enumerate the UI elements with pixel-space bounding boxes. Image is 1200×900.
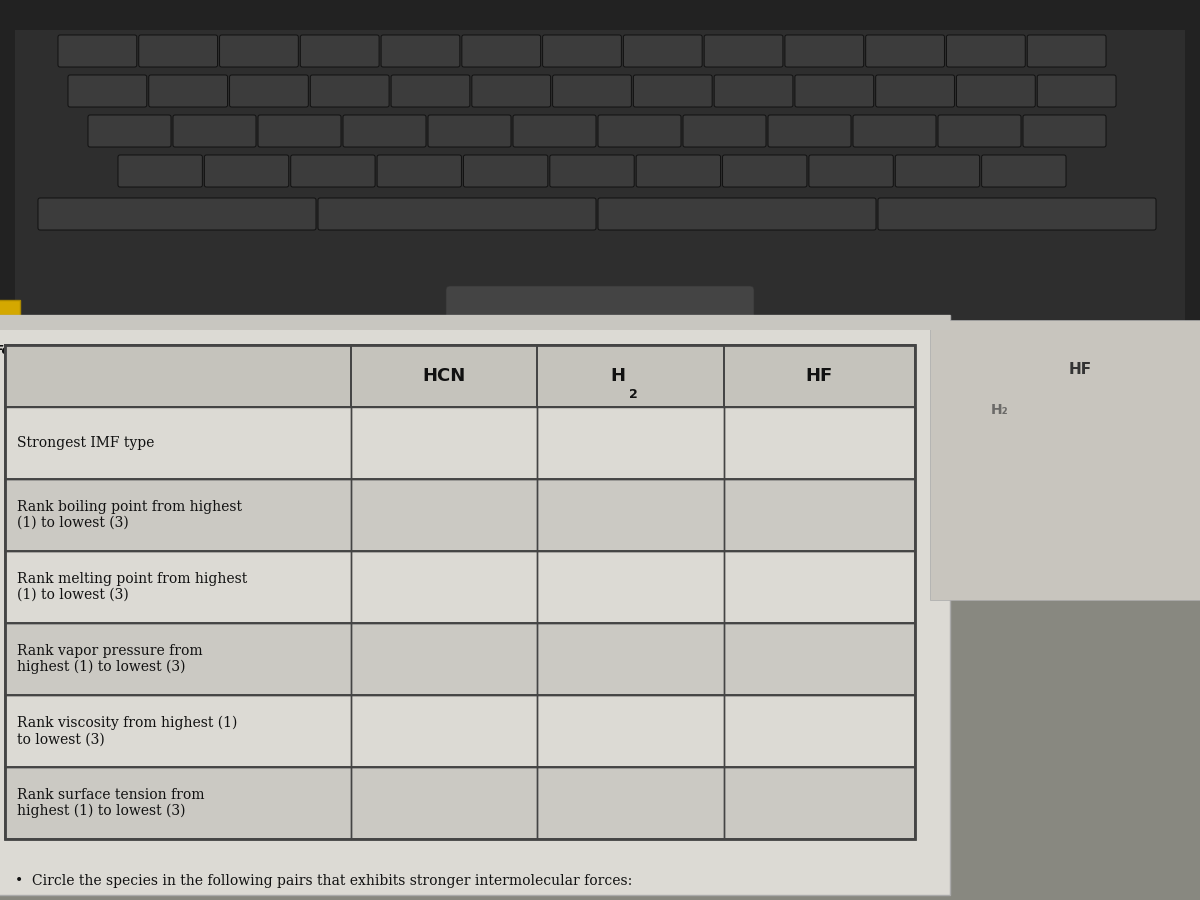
FancyBboxPatch shape — [634, 75, 712, 107]
FancyBboxPatch shape — [878, 198, 1156, 230]
Bar — [5, 479, 350, 551]
FancyBboxPatch shape — [38, 198, 316, 230]
Bar — [724, 479, 914, 551]
Text: Strongest IMF type: Strongest IMF type — [17, 436, 155, 450]
Bar — [0, 0, 1200, 350]
Bar — [5, 767, 350, 839]
FancyBboxPatch shape — [956, 75, 1036, 107]
Text: HF: HF — [1068, 363, 1092, 377]
FancyBboxPatch shape — [553, 75, 631, 107]
Bar — [5, 623, 916, 695]
Bar — [5, 695, 916, 767]
Text: HCN: HCN — [422, 367, 466, 385]
FancyBboxPatch shape — [768, 115, 851, 147]
Text: H₂: H₂ — [991, 403, 1009, 417]
Bar — [350, 407, 538, 479]
FancyBboxPatch shape — [300, 35, 379, 67]
FancyBboxPatch shape — [982, 155, 1066, 187]
Text: HF: HF — [806, 367, 833, 385]
FancyBboxPatch shape — [550, 155, 634, 187]
FancyBboxPatch shape — [1027, 35, 1106, 67]
FancyBboxPatch shape — [220, 35, 299, 67]
Bar — [350, 767, 538, 839]
FancyBboxPatch shape — [895, 155, 979, 187]
FancyBboxPatch shape — [598, 198, 876, 230]
Bar — [5, 623, 350, 695]
FancyBboxPatch shape — [1022, 115, 1106, 147]
FancyBboxPatch shape — [704, 35, 782, 67]
FancyBboxPatch shape — [290, 155, 376, 187]
FancyBboxPatch shape — [938, 115, 1021, 147]
FancyBboxPatch shape — [636, 155, 720, 187]
Text: •  Circle the species in the following pairs that exhibits stronger intermolecul: • Circle the species in the following pa… — [16, 874, 632, 888]
FancyBboxPatch shape — [809, 155, 893, 187]
Text: H: H — [611, 367, 625, 385]
FancyBboxPatch shape — [149, 75, 228, 107]
Bar — [5, 767, 916, 839]
Text: Rank boiling point from highest
(1) to lowest (3): Rank boiling point from highest (1) to l… — [17, 500, 242, 530]
Bar — [5, 695, 350, 767]
Text: Rank viscosity from highest (1)
to lowest (3): Rank viscosity from highest (1) to lowes… — [17, 716, 238, 746]
Bar — [0, 315, 950, 330]
Text: 2: 2 — [629, 388, 637, 401]
FancyBboxPatch shape — [204, 155, 289, 187]
Bar — [350, 479, 538, 551]
Bar — [5, 407, 350, 479]
FancyBboxPatch shape — [462, 35, 541, 67]
FancyBboxPatch shape — [391, 75, 470, 107]
FancyBboxPatch shape — [683, 115, 766, 147]
FancyBboxPatch shape — [853, 115, 936, 147]
FancyBboxPatch shape — [118, 155, 203, 187]
Bar — [538, 551, 724, 623]
FancyBboxPatch shape — [311, 75, 389, 107]
Bar — [5, 345, 916, 407]
Bar — [538, 695, 724, 767]
Bar — [0, 300, 20, 420]
FancyBboxPatch shape — [446, 286, 754, 339]
FancyBboxPatch shape — [68, 75, 146, 107]
FancyBboxPatch shape — [318, 198, 596, 230]
Bar — [14, 30, 1186, 340]
Bar — [5, 345, 350, 407]
FancyBboxPatch shape — [785, 35, 864, 67]
Bar — [538, 345, 724, 407]
Bar — [5, 479, 916, 551]
Bar — [724, 551, 914, 623]
FancyBboxPatch shape — [722, 155, 806, 187]
Bar — [350, 695, 538, 767]
Bar — [0, 315, 950, 895]
FancyBboxPatch shape — [88, 115, 172, 147]
Text: Rank surface tension from
highest (1) to lowest (3): Rank surface tension from highest (1) to… — [17, 788, 204, 818]
FancyBboxPatch shape — [472, 75, 551, 107]
FancyBboxPatch shape — [463, 155, 548, 187]
Bar — [5, 407, 916, 479]
FancyBboxPatch shape — [876, 75, 954, 107]
FancyBboxPatch shape — [598, 115, 682, 147]
FancyBboxPatch shape — [343, 115, 426, 147]
FancyBboxPatch shape — [58, 35, 137, 67]
Bar — [5, 345, 916, 839]
Bar — [5, 551, 350, 623]
FancyBboxPatch shape — [173, 115, 256, 147]
Bar — [724, 695, 914, 767]
Bar — [724, 345, 914, 407]
Bar — [5, 551, 916, 623]
FancyBboxPatch shape — [714, 75, 793, 107]
FancyBboxPatch shape — [377, 155, 462, 187]
FancyBboxPatch shape — [947, 35, 1025, 67]
Text: Rank vapor pressure from
highest (1) to lowest (3): Rank vapor pressure from highest (1) to … — [17, 644, 203, 674]
FancyBboxPatch shape — [794, 75, 874, 107]
FancyBboxPatch shape — [382, 35, 460, 67]
Bar — [724, 623, 914, 695]
Text: Forces: Forces — [0, 344, 41, 356]
Bar — [724, 407, 914, 479]
Text: Rank melting point from highest
(1) to lowest (3): Rank melting point from highest (1) to l… — [17, 572, 247, 602]
FancyBboxPatch shape — [229, 75, 308, 107]
FancyBboxPatch shape — [1037, 75, 1116, 107]
FancyBboxPatch shape — [258, 115, 341, 147]
Bar — [350, 345, 538, 407]
FancyBboxPatch shape — [428, 115, 511, 147]
FancyBboxPatch shape — [542, 35, 622, 67]
Bar — [724, 767, 914, 839]
FancyBboxPatch shape — [514, 115, 596, 147]
